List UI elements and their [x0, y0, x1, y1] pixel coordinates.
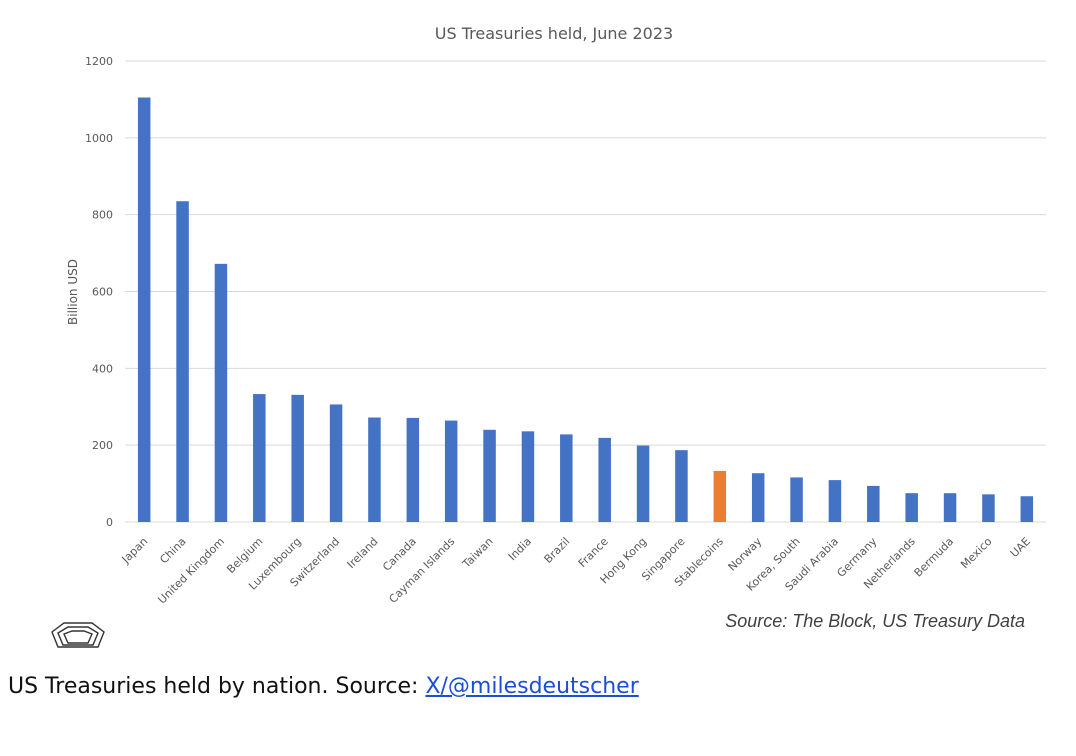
gridlines: [125, 60, 1046, 523]
y-tick-label: 200: [92, 439, 113, 452]
source-link[interactable]: X/@milesdeutscher: [425, 674, 639, 699]
x-tick-label: Brazil: [542, 535, 573, 566]
bar-united-kingdom: [214, 263, 228, 522]
bar-mexico: [982, 494, 995, 522]
bar-india: [521, 431, 535, 522]
x-tick-label: China: [157, 535, 188, 566]
x-tick-label: Canada: [380, 535, 419, 574]
bar-chart: US Treasuries held, June 2023 0 200 400 600…: [51, 24, 1046, 648]
x-tick-label: Norway: [726, 535, 765, 574]
bar-hong-kong: [636, 445, 650, 522]
bar-cayman-islands: [444, 420, 458, 522]
x-tick-label: Ireland: [344, 535, 380, 571]
bar-belgium: [253, 394, 266, 522]
y-axis-label: Billion USD: [66, 259, 80, 325]
x-tick-label: UAE: [1008, 535, 1033, 560]
bar-france: [598, 437, 611, 522]
x-tick-label: India: [506, 535, 534, 563]
y-tick-label: 800: [92, 209, 113, 222]
y-tick-label: 1000: [85, 132, 113, 145]
y-axis-ticks: 0 200 400 600 800 1000 1200: [85, 55, 113, 529]
x-tick-label: Bermuda: [912, 535, 957, 580]
bar-taiwan: [483, 429, 496, 522]
bar-bermuda: [943, 493, 957, 522]
y-tick-label: 400: [92, 362, 113, 375]
bar-germany: [867, 485, 880, 522]
x-tick-label: Taiwan: [459, 535, 495, 571]
chart-title: US Treasuries held, June 2023: [435, 24, 673, 43]
caption: US Treasuries held by nation. Source: X/…: [8, 674, 639, 699]
bar-luxembourg: [291, 394, 304, 522]
bar-ireland: [368, 417, 381, 522]
caption-text: US Treasuries held by nation. Source:: [8, 674, 426, 699]
bar-japan: [137, 97, 151, 522]
bar-netherlands: [905, 493, 918, 522]
y-tick-label: 1200: [85, 55, 113, 68]
y-tick-label: 600: [92, 286, 113, 299]
x-tick-label: United Kingdom: [155, 535, 227, 607]
block-logo-icon: [51, 622, 105, 648]
x-tick-label: Mexico: [958, 535, 995, 572]
y-tick-label: 0: [106, 516, 113, 529]
source-note: Source: The Block, US Treasury Data: [725, 611, 1025, 631]
bar-norway: [751, 473, 765, 522]
x-tick-label: France: [576, 535, 611, 570]
x-tick-label: Japan: [119, 535, 151, 567]
bar-stablecoins: [713, 470, 727, 522]
bar-switzerland: [329, 404, 343, 522]
bar-china: [176, 201, 189, 523]
bar-saudi-arabia: [828, 480, 842, 522]
bar-uae: [1020, 496, 1034, 522]
bar-korea-south: [790, 477, 803, 522]
bar-brazil: [560, 434, 573, 522]
bar-singapore: [675, 450, 688, 522]
x-tick-label: Cayman Islands: [386, 535, 457, 606]
bars: [137, 97, 1034, 523]
bar-canada: [406, 417, 420, 522]
